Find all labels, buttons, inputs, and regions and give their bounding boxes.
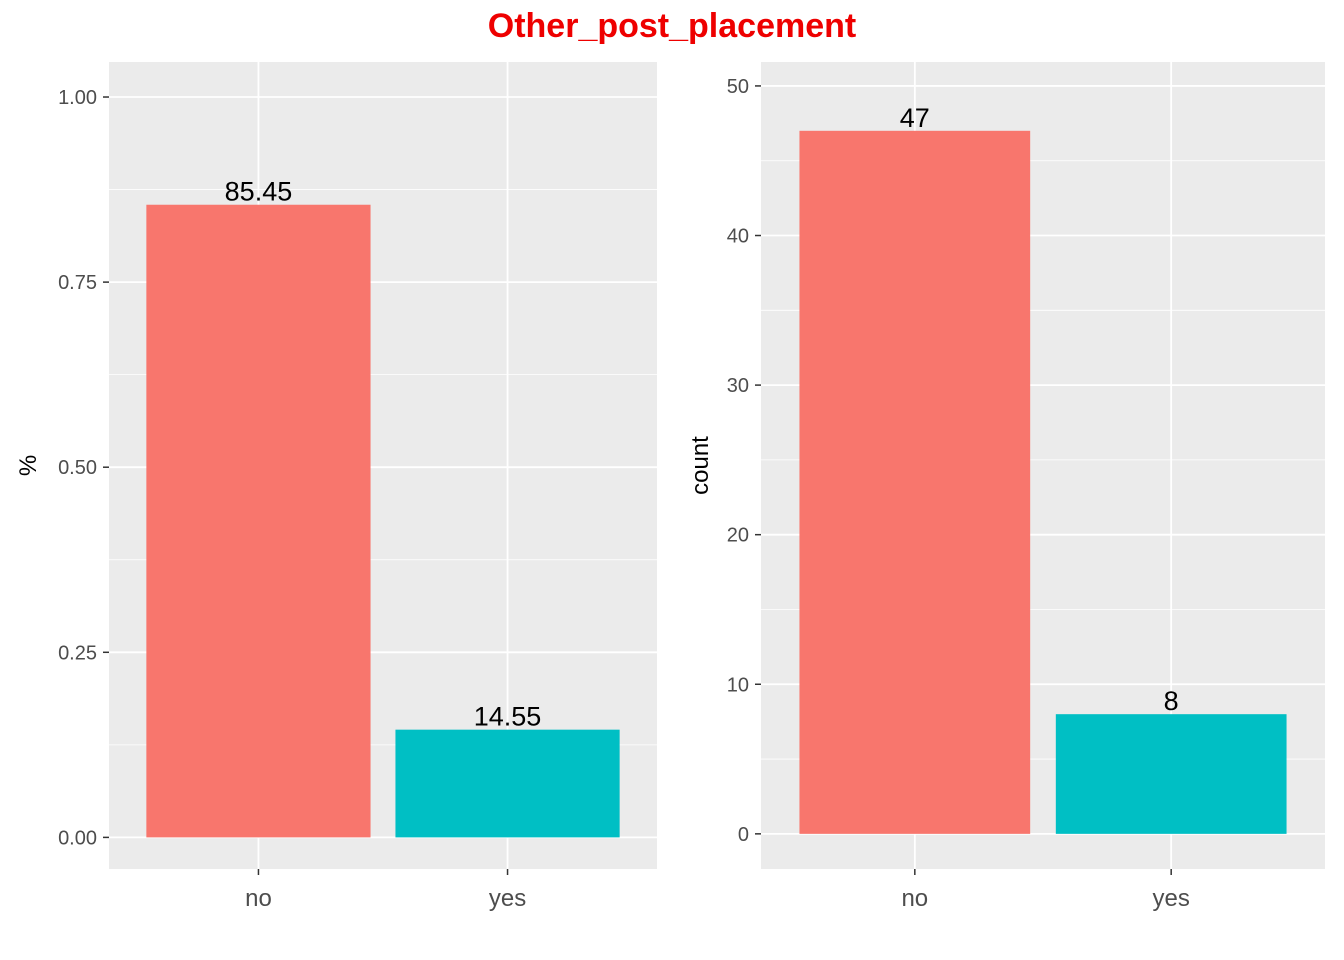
percent-bar-no [146, 204, 371, 838]
count-y-tick-label: 10 [727, 674, 749, 696]
count-y-tick-label: 50 [727, 76, 749, 98]
percent-bar-yes [395, 729, 620, 838]
count-bar-chart: 0 10 20 30 40 50 47 8 no yes count [687, 62, 1325, 912]
count-y-tick-label: 20 [727, 525, 749, 547]
percent-y-tick-label: 0.00 [58, 827, 97, 849]
count-y-axis-title: count [687, 436, 714, 495]
count-data-label-yes: 8 [1164, 686, 1179, 716]
percent-data-label-yes: 14.55 [474, 702, 542, 732]
count-bar-yes [1055, 714, 1287, 834]
count-data-label-no: 47 [900, 103, 930, 133]
percent-x-tick-label-no: no [245, 885, 272, 912]
percent-y-axis-title: % [15, 455, 42, 476]
chart-title: Other_post_placement [488, 7, 856, 45]
percent-y-tick-label: 0.25 [58, 642, 97, 664]
percent-bar-chart: 0.00 0.25 0.50 0.75 1.00 85.45 14.55 no yes% [15, 62, 657, 912]
percent-y-tick-label: 0.50 [58, 457, 97, 479]
count-y-tick-label: 0 [738, 824, 749, 846]
percent-data-label-no: 85.45 [225, 177, 293, 207]
percent-y-tick-label: 1.00 [58, 87, 97, 109]
count-y-tick-label: 40 [727, 226, 749, 248]
percent-y-tick-label: 0.75 [58, 272, 97, 294]
count-bar-no [799, 130, 1031, 834]
count-y-tick-label: 30 [727, 375, 749, 397]
percent-x-tick-label-yes: yes [489, 885, 526, 912]
count-x-tick-label-yes: yes [1153, 885, 1190, 912]
count-x-tick-label-no: no [901, 885, 928, 912]
